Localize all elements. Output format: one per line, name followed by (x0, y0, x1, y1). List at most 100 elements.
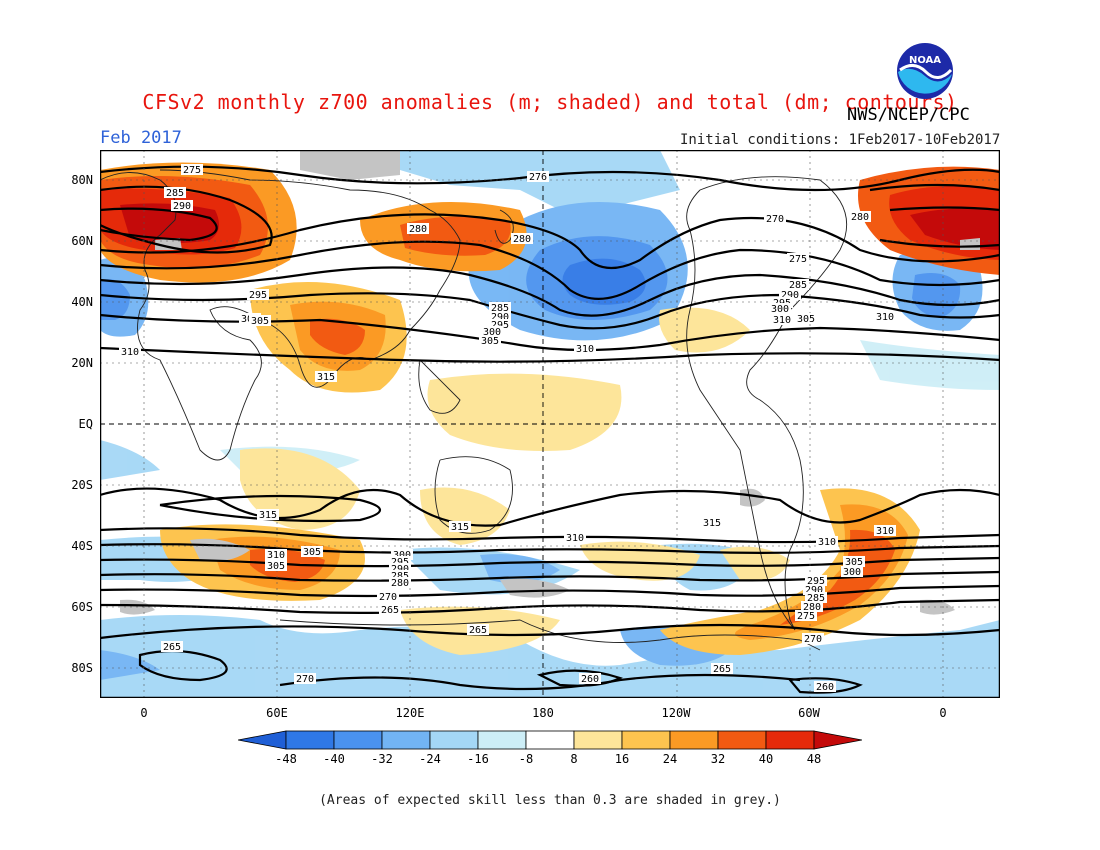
contour-label: 305 (267, 561, 285, 572)
valid-month-label: Feb 2017 (100, 128, 182, 148)
lon-label: 180 (532, 706, 554, 720)
contour-label-bg (377, 591, 399, 602)
contour-label-bg (771, 297, 793, 308)
contour-label-bg (315, 371, 337, 382)
colorbar-segment (621, 730, 671, 750)
logo-text: NOAA (909, 55, 941, 66)
contour-label: 276 (529, 172, 547, 183)
anomaly-map: 2752852902762702802802802752852902953003… (100, 150, 1000, 698)
contour-label: 265 (381, 605, 399, 616)
skill-footnote: (Areas of expected skill less than 0.3 a… (319, 793, 781, 808)
contour-label-bg (467, 624, 489, 635)
contour-label: 295 (807, 576, 825, 587)
contour-label: 300 (393, 550, 411, 561)
contour-label: 315 (703, 518, 721, 529)
contour-label: 270 (766, 214, 784, 225)
contour-label: 265 (469, 625, 487, 636)
contour-labels: 2752852902762702802802802752852902953003… (119, 164, 896, 693)
lat-label: 80S (71, 661, 93, 675)
colorbar (238, 730, 862, 750)
contour-label: 270 (804, 634, 822, 645)
contour-label-bg (294, 673, 316, 684)
colorbar-tick-label: 8 (570, 752, 578, 766)
contour-label-bg (389, 563, 411, 574)
lat-label: EQ (78, 417, 93, 431)
contour-label: 275 (183, 165, 201, 176)
contour-label: 305 (845, 557, 863, 568)
colorbar-tick-label: -24 (419, 752, 441, 766)
contour-label: 305 (303, 547, 321, 558)
contour-label-bg (795, 313, 817, 324)
height-contours (100, 165, 1000, 694)
colorbar-segment (669, 730, 719, 750)
contour-label-bg (771, 314, 793, 325)
contour-label-bg (843, 556, 865, 567)
contour-label: 290 (491, 312, 509, 323)
contour-label-bg (489, 311, 511, 322)
contour-label: 290 (391, 564, 409, 575)
contour-label-bg (479, 335, 501, 346)
contour-label-bg (119, 346, 141, 357)
colorbar-segment (238, 730, 287, 750)
contour-label: 260 (581, 674, 599, 685)
contour-label: 310 (576, 344, 594, 355)
contour-label-bg (449, 521, 471, 532)
colorbar-tick-label: 24 (662, 752, 678, 766)
contour-label: 305 (797, 314, 815, 325)
contour-label-bg (181, 164, 203, 175)
contour-label-bg (779, 289, 801, 300)
lon-label: 0 (939, 706, 947, 720)
lat-label: 40N (71, 295, 93, 309)
contour-label: 310 (818, 537, 836, 548)
contour-label-bg (805, 575, 827, 586)
colorbar-tick-label: 16 (614, 752, 630, 766)
contour-label-bg (265, 549, 287, 560)
colorbar-segment (765, 730, 815, 750)
contour-label-bg (787, 253, 809, 264)
contour-label-bg (803, 584, 825, 595)
contour-label: 300 (843, 567, 861, 578)
contour-label: 275 (789, 254, 807, 265)
contour-label-bg (301, 546, 323, 557)
contour-label: 280 (513, 234, 531, 245)
contour-label-bg (816, 536, 838, 547)
colorbar-segment (813, 730, 862, 750)
lon-label: 120E (395, 706, 425, 720)
contour-label: 290 (173, 201, 191, 212)
contour-label: 310 (876, 312, 894, 323)
contour-label: 270 (379, 592, 397, 603)
colorbar-segment (429, 730, 479, 750)
contour-label: 265 (713, 664, 731, 675)
contour-label: 280 (803, 602, 821, 613)
contour-label-bg (161, 641, 183, 652)
contour-label: 280 (409, 224, 427, 235)
contour-label-bg (711, 663, 733, 674)
contour-label-bg (527, 171, 549, 182)
contour-label-bg (849, 211, 871, 222)
contour-label: 310 (876, 526, 894, 537)
graticule (100, 150, 1000, 698)
coastlines (100, 169, 848, 651)
lat-label: 20N (71, 356, 93, 370)
contour-label-bg (564, 532, 586, 543)
colorbar-segment (477, 730, 527, 750)
contour-label: 295 (391, 557, 409, 568)
colorbar-tick-label: -48 (275, 752, 297, 766)
contour-label: 285 (491, 303, 509, 314)
contour-label: 310 (566, 533, 584, 544)
contour-label-bg (841, 566, 863, 577)
contour-label: 300 (483, 327, 501, 338)
colorbar-segment (525, 730, 575, 750)
colorbar-segment (381, 730, 431, 750)
lat-label: 60N (71, 234, 93, 248)
contour-label-bg (787, 279, 809, 290)
contour-label: 310 (267, 550, 285, 561)
contour-label: 265 (163, 642, 181, 653)
contour-label-bg (574, 343, 596, 354)
contour-label-bg (257, 509, 279, 520)
contour-label: 280 (391, 578, 409, 589)
contour-label: 300 (771, 304, 789, 315)
contour-label: 310 (773, 315, 791, 326)
lon-label: 60E (266, 706, 288, 720)
lon-label: 60W (798, 706, 820, 720)
